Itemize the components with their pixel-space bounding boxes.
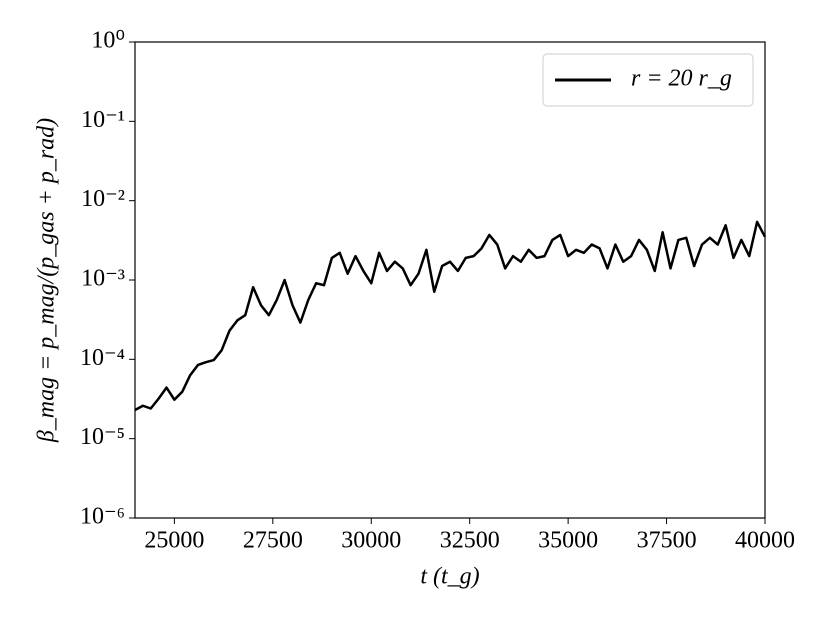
x-tick-label: 35000 (538, 528, 598, 554)
x-tick-label: 32500 (440, 528, 500, 554)
y-axis-label: β_mag = p_mag/(p_gas + p_rad) (34, 118, 60, 443)
y-tick-label: 10⁻⁴ (80, 345, 125, 371)
y-tick-label: 10⁻² (81, 186, 125, 212)
legend-box (542, 53, 754, 107)
data-line (134, 220, 767, 412)
y-tick-label: 10⁻¹ (81, 107, 125, 133)
y-tick-label: 10⁰ (91, 28, 125, 54)
x-tick-label: 37500 (637, 528, 697, 554)
y-tick-label: 10⁻⁶ (80, 504, 125, 530)
y-tick-label: 10⁻⁵ (80, 424, 125, 450)
x-tick-label: 40000 (735, 528, 795, 554)
x-tick-label: 30000 (341, 528, 401, 554)
x-tick-label: 25000 (144, 528, 204, 554)
legend-label: r = 20 r_g (631, 66, 732, 92)
x-axis-label: t (t_g) (420, 564, 479, 590)
y-tick-label: 10⁻³ (81, 266, 125, 292)
x-tick-label: 27500 (243, 528, 303, 554)
plot-frame (134, 41, 766, 519)
